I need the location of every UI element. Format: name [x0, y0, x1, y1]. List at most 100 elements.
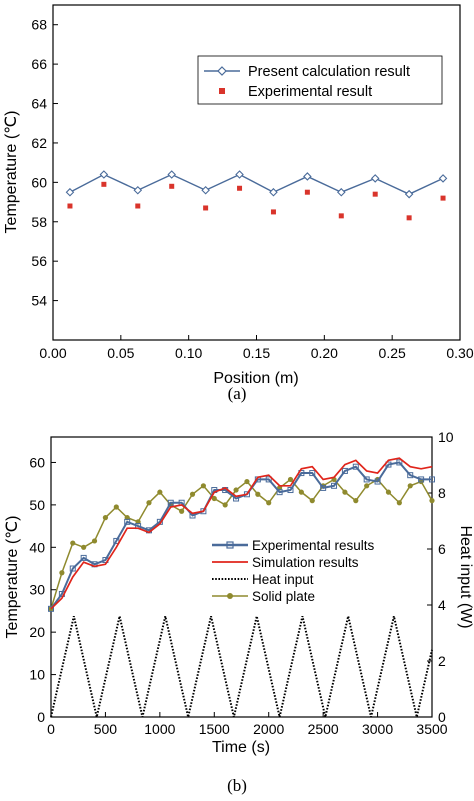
experimental-series-line [50, 461, 432, 610]
experimental-point-marker [309, 470, 316, 477]
chart-a-x-axis-label: Position (m) [213, 370, 298, 387]
calc-point-marker [269, 187, 278, 197]
experimental-point-marker [167, 499, 174, 506]
calc-point-marker [99, 170, 109, 179]
chart-b-ticks: 0 500 1000 1500 2000 2500 3000 3500010203040506… [29, 429, 453, 737]
experimental-point-marker [331, 482, 338, 489]
simulation-series-line [50, 457, 433, 610]
calc-point-marker [404, 189, 414, 199]
y-tick-label: 40 [29, 539, 45, 555]
experimental-point-marker [363, 476, 370, 483]
y2-tick-label: 0 [438, 709, 446, 725]
solid-plate-point-marker [255, 491, 261, 497]
exp-point-marker [270, 209, 276, 215]
exp-point-marker [169, 183, 175, 189]
exp-point-marker [440, 195, 446, 201]
y-tick-label: 54 [31, 293, 47, 309]
exp-point-marker [372, 191, 378, 197]
chart-a-series [65, 170, 448, 221]
exp-point-marker [203, 205, 209, 211]
experimental-point-marker [69, 565, 76, 572]
solid-plate-point-marker [113, 504, 119, 510]
calc-point-marker [438, 174, 448, 183]
exp-point-marker [67, 203, 73, 209]
exp-point-marker [338, 213, 344, 219]
x-tick-label: 0.25 [379, 345, 406, 361]
experimental-point-marker [320, 484, 327, 491]
chart-b-caption: (b) [227, 776, 247, 795]
experimental-point-marker [287, 487, 294, 494]
solid-plate-point-marker [211, 495, 217, 502]
experimental-point-marker [341, 467, 348, 474]
experimental-point-marker [48, 605, 54, 612]
solid-plate-point-marker [233, 487, 239, 493]
solid-plate-point-marker [200, 483, 206, 489]
x-tick-label: 3500 [416, 721, 447, 737]
y2-tick-label: 10 [438, 429, 454, 445]
chart-b-legend: Experimental results Simulation results … [206, 535, 414, 607]
solid-plate-point-marker [102, 515, 109, 521]
y-tick-label: 60 [29, 454, 45, 470]
chart-a-plot-frame [52, 4, 461, 341]
y-tick-label: 30 [29, 582, 45, 598]
y-tick-label: 58 [31, 214, 47, 230]
experimental-point-marker [124, 518, 131, 525]
x-tick-label: 0.30 [446, 345, 473, 361]
chart-b-x-axis-label: Time (s) [212, 739, 270, 756]
exp-point-marker [304, 189, 310, 195]
experimental-point-marker [113, 537, 120, 544]
solid-plate-point-marker [353, 498, 359, 504]
y2-tick-label: 6 [438, 541, 446, 557]
solid-plate-point-marker [179, 508, 185, 514]
solid-plate-point-marker [396, 500, 402, 506]
experimental-point-marker [374, 478, 381, 485]
chart-a-caption: (a) [228, 384, 247, 403]
chart-b-plot-frame [50, 436, 433, 718]
solid-plate-point-marker [91, 538, 98, 544]
calc-point-marker [303, 172, 312, 181]
calc-series-line [69, 173, 444, 195]
calc-point-marker [167, 170, 176, 179]
y-tick-label: 60 [31, 174, 47, 190]
x-tick-label: 0.05 [107, 345, 134, 361]
y2-tick-label: 4 [438, 597, 446, 613]
calc-point-marker [235, 170, 244, 179]
legend-experimental-label: Experimental results [252, 538, 375, 553]
y-tick-label: 10 [29, 667, 45, 683]
calc-point-marker [201, 185, 210, 195]
x-tick-label: 1000 [144, 721, 175, 737]
x-tick-label: 3000 [362, 721, 393, 737]
chart-a-legend-box [197, 55, 443, 105]
legend-simulation-label: Simulation results [252, 555, 359, 570]
x-tick-label: 0.00 [39, 345, 66, 361]
solid-plate-point-marker [189, 491, 196, 497]
solid-plate-point-marker [309, 498, 315, 504]
calc-point-marker [337, 187, 346, 197]
calc-point-marker [133, 185, 143, 195]
legend-calc-diamond-marker [217, 66, 227, 76]
exp-point-marker [135, 203, 141, 209]
experimental-point-marker [407, 472, 414, 479]
exp-point-marker [237, 185, 243, 191]
solid-plate-point-marker [157, 489, 163, 495]
chart-a: 0.00 0.05 0.10 0.15 0.20 0.25 0.30 54 56 58 60 62 64… [3, 4, 474, 403]
heat-input-series-line [50, 615, 433, 718]
y2-tick-label: 2 [438, 653, 446, 669]
x-tick-label: 0.15 [243, 345, 270, 361]
x-tick-label: 1500 [199, 721, 230, 737]
chart-a-legend: Present calculation result Experimental … [197, 55, 443, 105]
legend-solid-plate-circle-marker [227, 593, 233, 599]
legend-heat-input-label: Heat input [252, 572, 314, 587]
y-tick-label: 66 [31, 56, 47, 72]
legend-exp-square-marker [219, 88, 225, 94]
chart-b-y2-axis-label: Heat input (W) [457, 525, 474, 628]
legend-experimental-square-marker [226, 541, 234, 549]
solid-plate-point-marker [407, 483, 413, 489]
exp-point-marker [406, 215, 412, 221]
solid-plate-point-marker [298, 489, 304, 495]
chart-b-legend-box [206, 535, 414, 607]
solid-plate-point-marker [385, 489, 392, 495]
solid-plate-point-marker [342, 489, 348, 495]
legend-exp-label: Experimental result [248, 84, 372, 100]
y-tick-label: 50 [29, 497, 45, 513]
